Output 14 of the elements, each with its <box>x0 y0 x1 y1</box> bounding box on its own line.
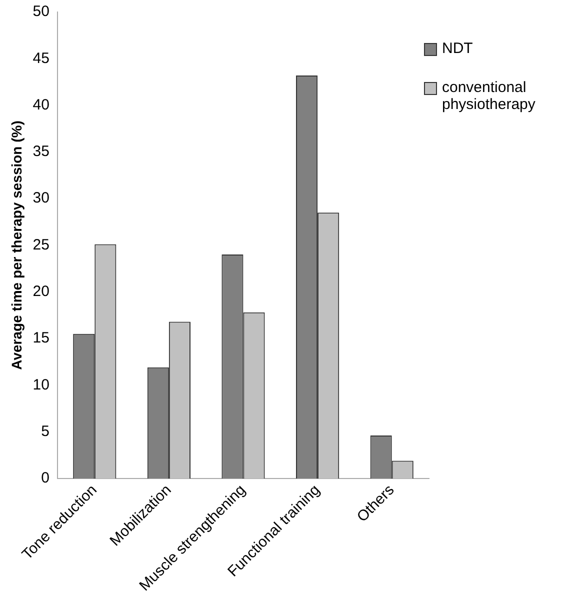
y-axis-title: Average time per therapy session (%) <box>8 120 24 370</box>
y-tick-label: 5 <box>41 422 50 440</box>
y-tick-label: 20 <box>32 283 50 300</box>
y-tick-label: 15 <box>32 330 50 347</box>
y-tick-label: 40 <box>32 96 50 114</box>
legend-label: NDT <box>442 40 473 57</box>
y-tick-label: 10 <box>32 376 50 394</box>
y-tick-label: 0 <box>41 470 50 487</box>
y-tick-label: 35 <box>32 143 50 160</box>
y-tick-label: 50 <box>32 3 50 20</box>
y-tick-label: 45 <box>32 50 50 67</box>
y-tick-label: 30 <box>32 190 50 207</box>
y-tick-label: 25 <box>32 236 50 254</box>
legend-label: conventional physiotherapy <box>442 79 536 113</box>
